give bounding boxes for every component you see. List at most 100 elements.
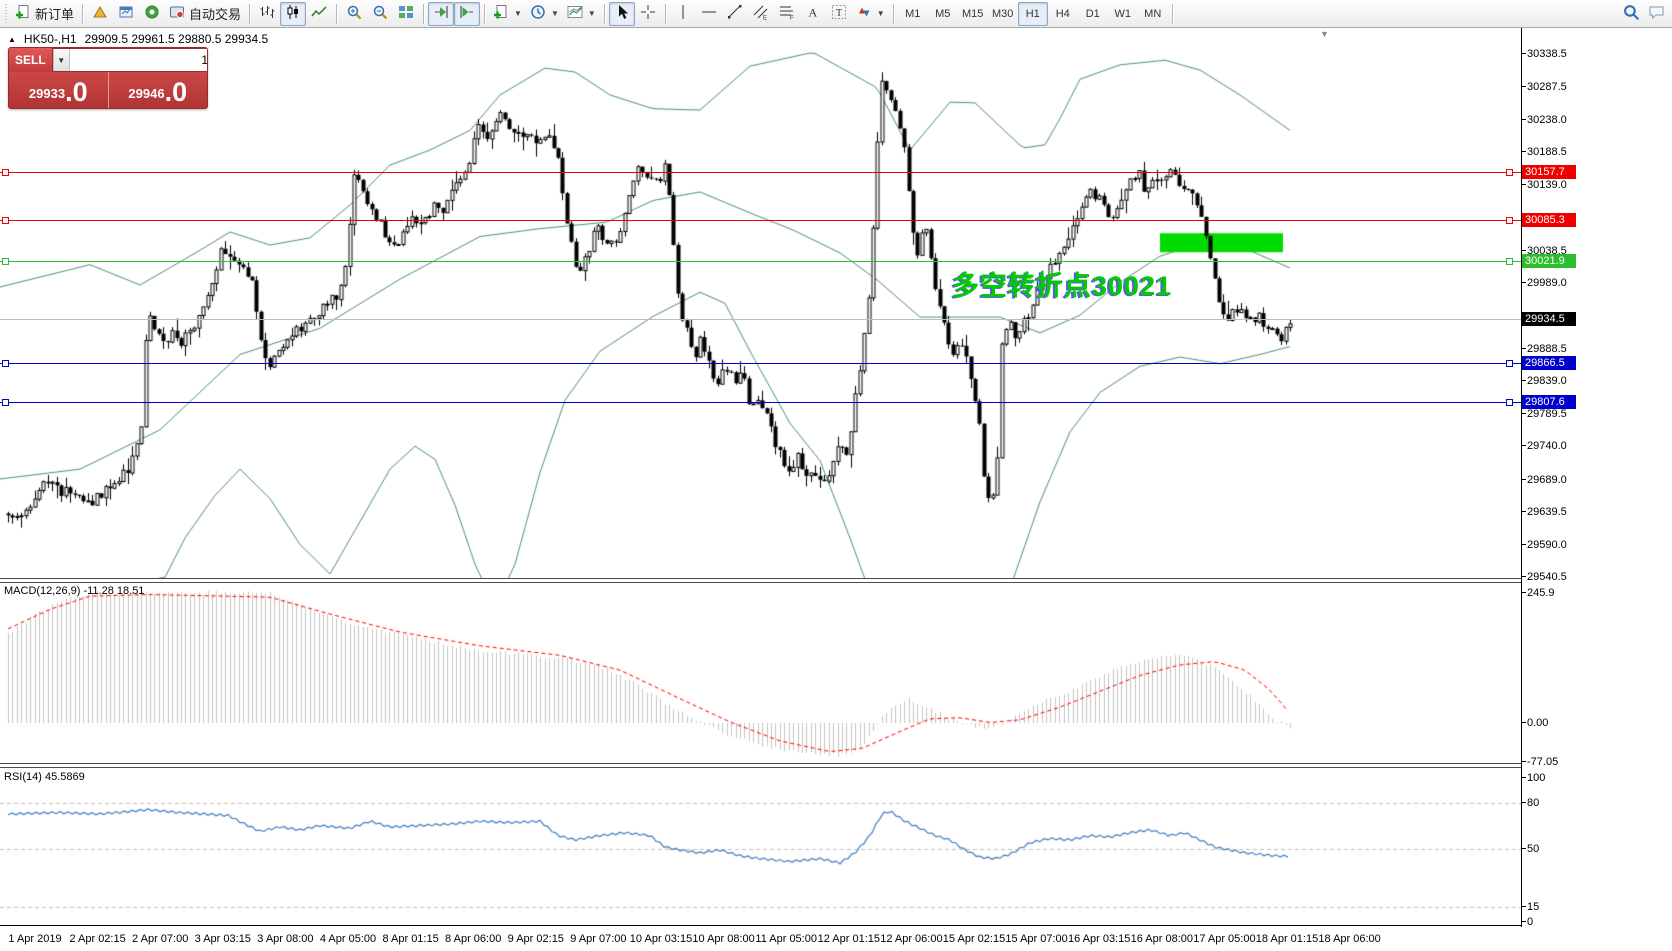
autoscroll-icon bbox=[433, 4, 449, 23]
svg-text:T: T bbox=[836, 8, 842, 19]
price-tick: 29740.0 bbox=[1522, 440, 1567, 452]
profiles-icon bbox=[92, 4, 108, 23]
chart-canvas[interactable] bbox=[0, 28, 1521, 951]
equidistant-channel-button[interactable]: E bbox=[748, 2, 774, 26]
templates-dropdown[interactable]: ▼ bbox=[563, 2, 600, 26]
new-chart-icon bbox=[493, 4, 509, 23]
price-tick: 30139.0 bbox=[1522, 179, 1567, 191]
cursor-button[interactable] bbox=[608, 1, 635, 26]
price-divider bbox=[107, 72, 109, 108]
annotation-text[interactable]: 多空转折点30021 bbox=[952, 271, 1173, 301]
time-axis[interactable]: 1 Apr 2019 2 Apr 02:15 2 Apr 07:00 3 Apr 03… bbox=[0, 927, 1672, 951]
time-label: 16 Apr 08:00 bbox=[1130, 933, 1193, 945]
hline-object-30157.7[interactable] bbox=[0, 172, 1521, 173]
chart-ohlc-values: 29909.5 29961.5 29880.5 29934.5 bbox=[84, 32, 269, 46]
candlesticks-button[interactable] bbox=[280, 1, 307, 26]
timeframe-h1-button[interactable]: H1 bbox=[1017, 1, 1048, 26]
chat-button[interactable] bbox=[1644, 2, 1670, 26]
hline-object-30021.9-anchor[interactable] bbox=[1506, 258, 1513, 265]
timeframe-h4-button[interactable]: H4 bbox=[1055, 7, 1070, 20]
time-label: 15 Apr 07:00 bbox=[1005, 933, 1068, 945]
hline-object-30085.3-anchor[interactable] bbox=[2, 217, 9, 224]
volume-spinner: ▼ ▲ bbox=[51, 48, 207, 72]
zoom-out-button[interactable] bbox=[367, 2, 393, 26]
navigator-button[interactable] bbox=[139, 2, 165, 26]
toolbar-drag-handle[interactable] bbox=[4, 3, 9, 24]
price-scale[interactable]: 30157.7 30085.3 30021.9 29866.5 29807.6 29934… bbox=[1521, 28, 1672, 951]
time-label: 2 Apr 07:00 bbox=[132, 933, 189, 945]
timeframe-m5-button[interactable]: M5 bbox=[935, 7, 951, 20]
price-tick: 29639.5 bbox=[1522, 506, 1567, 518]
hline-object-29807.6[interactable] bbox=[0, 402, 1521, 403]
autotrading-button[interactable]: 自动交易 bbox=[165, 2, 245, 26]
timeframe-d1-button[interactable]: D1 bbox=[1085, 7, 1100, 20]
timeframe-m15-button[interactable]: M15 bbox=[962, 7, 984, 20]
market-watch-icon bbox=[118, 4, 134, 23]
hline-object-30085.3-anchor[interactable] bbox=[1506, 217, 1513, 224]
periods-dropdown[interactable]: ▼ bbox=[526, 2, 563, 26]
time-label: 12 Apr 06:00 bbox=[880, 933, 943, 945]
fibonacci-icon: F bbox=[779, 4, 795, 23]
vertical-line-button[interactable] bbox=[670, 2, 696, 26]
timeframe-w1-button[interactable]: W1 bbox=[1114, 7, 1131, 20]
chevron-down-icon: ▼ bbox=[876, 9, 885, 18]
text-label-button[interactable]: T bbox=[826, 2, 852, 26]
tile-windows-icon bbox=[398, 4, 414, 23]
timeframe-m1-button[interactable]: M1 bbox=[905, 7, 921, 20]
new-chart-dropdown[interactable]: ▼ bbox=[489, 2, 526, 26]
hline-object-29866.5[interactable] bbox=[0, 363, 1521, 364]
fibonacci-button[interactable]: F bbox=[774, 2, 800, 26]
timeframe-m30-button[interactable]: M30 bbox=[992, 7, 1014, 20]
ask-price[interactable]: 29946.0 bbox=[128, 77, 188, 107]
price-tag-30085.3: 30085.3 bbox=[1522, 213, 1576, 227]
profiles-button[interactable] bbox=[87, 2, 113, 26]
tile-windows-button[interactable] bbox=[393, 2, 419, 26]
hline-object-29866.5-anchor[interactable] bbox=[1506, 360, 1513, 367]
hline-object-30021.9[interactable] bbox=[0, 261, 1521, 262]
hline-object-29807.6-anchor[interactable] bbox=[1506, 399, 1513, 406]
crosshair-button[interactable] bbox=[635, 2, 661, 26]
timeframe-mn-button[interactable]: MN bbox=[1144, 7, 1162, 20]
svg-text:A: A bbox=[808, 6, 817, 20]
horizontal-line-button[interactable] bbox=[696, 2, 722, 26]
chevron-down-icon: ▼ bbox=[550, 9, 559, 18]
sell-button[interactable]: SELL bbox=[9, 48, 52, 72]
trendline-button[interactable] bbox=[722, 2, 748, 26]
price-tick: 29689.0 bbox=[1522, 474, 1567, 486]
hline-object-30157.7-anchor[interactable] bbox=[2, 169, 9, 176]
line-chart-button[interactable] bbox=[306, 2, 332, 26]
new-order-button[interactable]: 新订单 bbox=[11, 2, 78, 26]
hline-object-30021.9-anchor[interactable] bbox=[2, 258, 9, 265]
market-watch-button[interactable] bbox=[113, 2, 139, 26]
chevron-down-icon: ▼ bbox=[514, 9, 522, 18]
rsi-panel-separator[interactable] bbox=[0, 763, 1672, 768]
bid-price[interactable]: 29933.0 bbox=[28, 77, 88, 107]
chart-shift-button[interactable] bbox=[454, 1, 481, 26]
volume-decrease-button[interactable]: ▼ bbox=[52, 49, 70, 71]
macd-panel-separator[interactable] bbox=[0, 578, 1672, 583]
volume-input[interactable] bbox=[69, 49, 207, 71]
collapse-triangle-icon[interactable]: ▲ bbox=[8, 34, 16, 44]
search-button[interactable] bbox=[1618, 2, 1644, 26]
trendline-icon bbox=[727, 4, 743, 23]
autoscroll-button[interactable] bbox=[428, 1, 455, 26]
bar-chart-button[interactable] bbox=[254, 2, 280, 26]
zoom-in-button[interactable] bbox=[341, 2, 367, 26]
hline-object-30157.7-anchor[interactable] bbox=[1506, 169, 1513, 176]
chat-icon bbox=[1648, 4, 1666, 23]
arrows-icon bbox=[856, 4, 872, 23]
rsi-scale-tick: 100 bbox=[1521, 772, 1546, 784]
chart-shift-marker[interactable]: ▼ bbox=[1320, 29, 1329, 39]
time-label: 3 Apr 03:15 bbox=[194, 933, 251, 945]
text-button[interactable]: A bbox=[800, 2, 826, 26]
rectangle-object[interactable] bbox=[1160, 233, 1283, 252]
hline-object-29866.5-anchor[interactable] bbox=[2, 360, 9, 367]
autotrading-icon bbox=[169, 4, 185, 23]
zoom-in-icon bbox=[346, 4, 362, 23]
new-order-icon bbox=[15, 4, 31, 23]
hline-object-29807.6-anchor[interactable] bbox=[2, 399, 9, 406]
arrows-dropdown[interactable]: ▼ bbox=[852, 2, 889, 26]
price-tick: 29839.0 bbox=[1522, 375, 1567, 387]
hline-object-30085.3[interactable] bbox=[0, 220, 1521, 221]
time-label: 12 Apr 01:15 bbox=[817, 933, 880, 945]
